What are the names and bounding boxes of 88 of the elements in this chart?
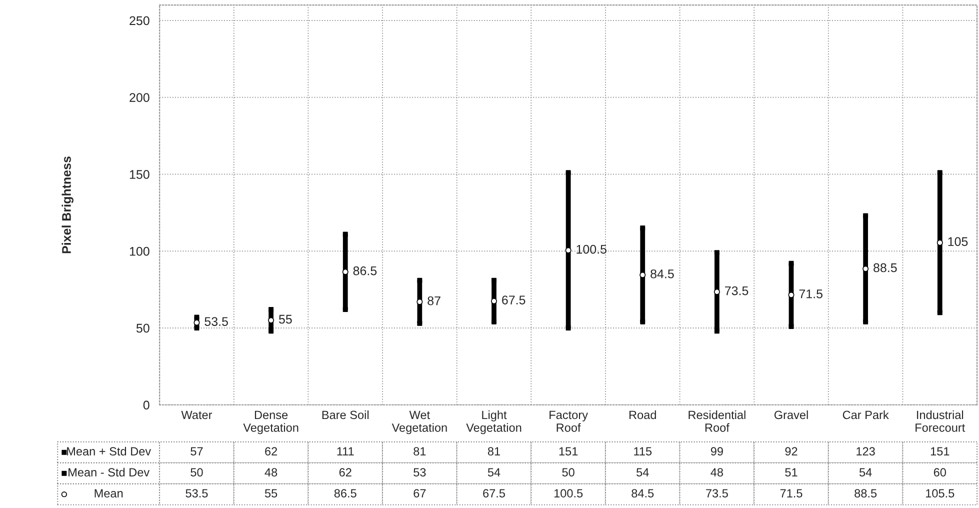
point <box>863 319 868 324</box>
annotation: 100.5 <box>576 244 606 254</box>
annotation: 86.5 <box>353 266 377 276</box>
point <box>194 314 200 320</box>
point <box>490 298 498 304</box>
point <box>566 170 571 176</box>
legend-label: Mean + Std Dev <box>67 446 152 456</box>
data-label: 67.5 <box>483 489 505 498</box>
data-label: 54 <box>488 468 500 477</box>
data-label: 60 <box>934 468 946 477</box>
x-tick-label: Bare Soil <box>322 410 369 420</box>
y-tick-label: 150 <box>130 170 150 179</box>
x-tick-label: Residential Roof <box>688 410 746 432</box>
data-label: 50 <box>562 468 574 477</box>
data-label: 100.5 <box>554 489 583 498</box>
data-label: 88.5 <box>854 489 877 498</box>
y-tick-label: 0 <box>143 400 150 410</box>
point <box>268 307 274 312</box>
point <box>342 232 348 237</box>
data-label: 81 <box>414 447 426 456</box>
annotation: 84.5 <box>650 269 674 278</box>
x-tick-label: Water <box>181 410 212 420</box>
annotation: 53.5 <box>204 317 228 326</box>
point <box>714 328 720 334</box>
data-label: 62 <box>339 468 352 477</box>
point <box>268 328 274 334</box>
y-tick-label: 50 <box>136 324 150 333</box>
point <box>863 213 868 218</box>
data-label: 123 <box>856 447 875 456</box>
data-label: 105.5 <box>926 489 954 498</box>
point <box>417 278 422 283</box>
y-axis-title: Pixel Brightness <box>62 156 74 254</box>
x-tick-label: Road <box>629 410 656 420</box>
data-label: 86.5 <box>334 489 356 498</box>
point <box>714 250 720 256</box>
data-label: 54 <box>859 468 872 477</box>
y-tick-label: 100 <box>130 246 150 256</box>
data-label: 53.5 <box>186 489 208 498</box>
point <box>342 307 348 312</box>
data-label: 99 <box>710 447 723 456</box>
point <box>491 319 496 324</box>
data-label: 81 <box>488 447 500 456</box>
y-tick-label: 250 <box>130 16 150 26</box>
point <box>417 320 422 326</box>
data-label: 151 <box>930 447 950 456</box>
point <box>640 226 646 231</box>
annotation: 67.5 <box>502 296 526 304</box>
data-label: 151 <box>559 447 578 456</box>
point <box>194 325 200 330</box>
data-label: 67 <box>414 489 426 498</box>
annotation: 71.5 <box>799 290 822 298</box>
legend-label: Mean <box>94 489 123 498</box>
point <box>788 260 794 266</box>
data-label: 111 <box>337 447 354 456</box>
annotation: 73.5 <box>725 286 748 296</box>
y-tick-label: 200 <box>130 93 150 102</box>
x-tick-label: Dense Vegetation <box>243 410 298 434</box>
data-label: 115 <box>634 447 652 456</box>
point <box>937 310 942 316</box>
x-tick-label: Light Vegetation <box>466 410 522 434</box>
data-label: 51 <box>785 468 798 477</box>
data-label: 48 <box>264 468 278 477</box>
x-tick-label: Car Park <box>842 410 889 420</box>
point <box>491 278 496 283</box>
data-label: 84.5 <box>632 489 654 498</box>
x-tick-label: Gravel <box>774 410 808 420</box>
annotation: 55 <box>278 314 292 324</box>
point <box>640 319 646 324</box>
annotation: 87 <box>428 296 440 306</box>
x-tick-label: Wet Vegetation <box>392 410 447 434</box>
x-tick-label: Factory Roof <box>550 410 588 432</box>
data-label: 57 <box>190 447 203 456</box>
data-label: 73.5 <box>706 489 728 498</box>
data-label: 50 <box>190 468 203 477</box>
data-label: 53 <box>414 468 426 477</box>
data-label: 92 <box>785 447 798 456</box>
data-label: 54 <box>636 468 649 477</box>
annotation: 88.5 <box>874 263 897 272</box>
data-label: 55 <box>264 489 278 498</box>
x-tick-label: Industrial Forecourt <box>916 410 966 432</box>
data-label: 48 <box>710 468 723 477</box>
point <box>788 324 794 329</box>
point <box>566 325 571 330</box>
annotation: 105 <box>948 237 968 246</box>
data-label: 62 <box>265 447 278 456</box>
legend-label: Mean - Std Dev <box>68 468 150 477</box>
data-label: 71.5 <box>780 489 802 498</box>
point <box>937 170 942 176</box>
